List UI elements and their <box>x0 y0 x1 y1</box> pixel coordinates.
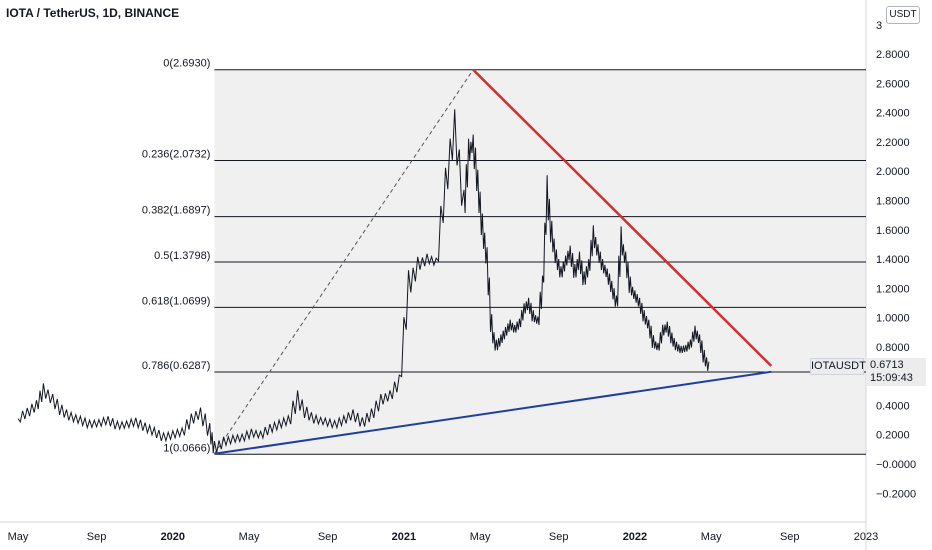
x-tick-label-9: May <box>701 531 722 543</box>
y-tick-label-15: −0.2000 <box>876 488 916 500</box>
x-tick-label-7: Sep <box>549 531 569 543</box>
x-tick-label-6: May <box>470 531 491 543</box>
last-price-value: 0.6713 <box>870 358 904 371</box>
y-tick-label-12: 0.4000 <box>876 400 910 412</box>
y-tick-label-7: 1.6000 <box>876 225 910 237</box>
last-price-tag: 0.6713 15:09:43 <box>866 357 926 386</box>
y-tick-label-5: 2.0000 <box>876 166 910 178</box>
resistance-trendline <box>472 68 773 367</box>
x-tick-label-3: May <box>239 531 260 543</box>
x-tick-label-2: 2020 <box>161 531 185 543</box>
fib-anchor-line <box>213 69 474 455</box>
fib-label-1: 0.236(2.0732) <box>142 148 211 160</box>
y-tick-label-3: 2.4000 <box>876 108 910 120</box>
y-tick-label-6: 1.8000 <box>876 195 910 207</box>
x-tick-label-8: 2022 <box>623 531 647 543</box>
x-tick-label-0: May <box>8 531 29 543</box>
y-tick-label-2: 2.6000 <box>876 78 910 90</box>
y-tick-label-14: −0.0000 <box>876 459 916 471</box>
fib-label-5: 0.786(0.6287) <box>142 360 211 372</box>
fib-label-0: 0(2.6930) <box>163 58 210 70</box>
y-tick-label-1: 2.8000 <box>876 49 910 61</box>
price-series-0 <box>17 109 710 454</box>
chart-title: IOTA / TetherUS, 1D, BINANCE <box>6 6 180 20</box>
y-tick-label-4: 2.2000 <box>876 137 910 149</box>
symbol-price-tag: IOTAUSDT <box>810 357 866 375</box>
x-tick-label-1: Sep <box>87 531 107 543</box>
y-tick-label-8: 1.4000 <box>876 254 910 266</box>
y-tick-label-13: 0.2000 <box>876 430 910 442</box>
y-tick-label-11: 0.8000 <box>876 342 910 354</box>
x-tick-label-10: Sep <box>780 531 800 543</box>
fib-label-2: 0.382(1.6897) <box>142 205 211 217</box>
y-tick-label-0: 3 <box>876 20 882 32</box>
fib-label-6: 1(0.0666) <box>163 442 210 454</box>
support-trendline <box>214 370 772 455</box>
x-tick-label-11: 2023 <box>854 531 878 543</box>
x-tick-label-5: 2021 <box>392 531 416 543</box>
y-tick-label-9: 1.2000 <box>876 283 910 295</box>
currency-unit-button[interactable]: USDT <box>886 6 920 24</box>
fib-label-3: 0.5(1.3798) <box>154 250 210 262</box>
fib-label-4: 0.618(1.0699) <box>142 295 211 307</box>
bar-countdown: 15:09:43 <box>870 371 913 384</box>
x-tick-label-4: Sep <box>318 531 338 543</box>
y-tick-label-10: 1.0000 <box>876 313 910 325</box>
